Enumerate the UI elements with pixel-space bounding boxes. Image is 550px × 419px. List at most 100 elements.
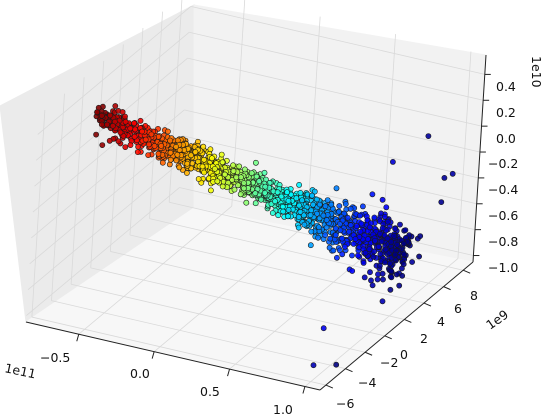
data-point [399,272,406,279]
data-point [219,183,226,190]
data-point [207,187,214,194]
data-point [389,158,396,165]
data-point [382,246,389,253]
data-point [115,138,122,145]
data-point [384,218,391,225]
data-point [284,189,290,196]
data-point [353,223,360,229]
x-tick-label: 1.0 [273,402,293,417]
data-point [315,224,322,231]
data-point [366,246,373,253]
data-point [200,143,207,150]
data-point [106,137,113,144]
x-tick-labels: −0.5 0.0 0.5 1.0 [40,350,293,417]
data-point [388,238,395,245]
data-point [142,136,149,143]
data-point [285,213,291,220]
z-multiplier-label: 1e10 [529,56,544,88]
z-tick-label: 0.2 [496,105,516,120]
data-point [173,157,180,164]
data-point [241,166,248,173]
data-point [392,251,399,258]
data-point [379,196,386,203]
data-point [358,220,365,227]
data-point [425,133,432,139]
data-point [261,189,268,196]
data-point [362,249,369,256]
x-tick-label: 0.5 [200,384,220,399]
data-point [94,109,100,115]
data-point [297,189,304,196]
data-point [183,170,190,176]
data-point [330,247,337,254]
axes-panes [0,4,487,391]
data-point [344,214,351,221]
data-point [372,237,378,244]
z-tick-label: −0.2 [488,156,518,171]
data-point [229,176,236,183]
data-point [261,169,268,176]
data-point [231,186,238,193]
data-point [333,254,340,261]
data-point [167,137,173,144]
data-point [368,277,374,284]
data-point [320,212,327,219]
data-point [449,170,456,177]
data-point [326,244,333,251]
data-point [333,185,340,192]
data-point [394,241,401,248]
data-point [438,199,445,205]
data-point [311,188,318,195]
data-point [112,103,119,109]
z-tick-label: 0.4 [496,79,516,94]
z-tick-label: −0.6 [488,208,518,223]
data-point [98,112,105,119]
data-point [275,212,282,219]
data-point [237,191,244,198]
x-multiplier-label: 1e11 [3,360,37,381]
data-point [122,118,129,125]
data-point [336,221,343,227]
data-point [377,230,383,237]
data-point [122,144,129,150]
z-tick-label: −0.4 [488,182,518,197]
data-point [342,201,349,207]
data-point [117,129,124,136]
z-tick-label: −1.0 [488,260,518,275]
data-point [296,181,302,188]
data-point [322,203,329,209]
data-point [176,164,183,171]
data-point [347,222,354,229]
x-tick-label: −0.5 [40,350,70,365]
data-point [347,205,354,212]
data-point [195,176,202,182]
data-point [352,236,359,242]
data-point [280,208,287,215]
y-tick-label: −2 [380,355,398,370]
data-point [339,251,346,258]
data-point [243,199,250,206]
data-point [357,228,364,235]
y-tick-label: 8 [470,288,478,303]
data-point [369,191,376,198]
data-point [139,128,145,135]
data-point [397,221,403,228]
data-point [269,210,276,216]
data-point [402,227,409,233]
data-point [295,214,302,220]
data-point [341,243,348,250]
data-point [174,151,181,158]
data-point [387,286,394,293]
y-tick-label: 0 [400,347,408,362]
data-point [307,212,314,218]
data-point [346,228,352,235]
data-point [301,221,308,228]
data-point [131,133,138,140]
data-point [167,156,174,163]
data-point [349,268,356,274]
y-tick-label: −4 [358,375,376,390]
data-point [253,173,260,180]
data-point [416,253,422,260]
data-point [333,361,340,368]
data-point [379,298,386,305]
